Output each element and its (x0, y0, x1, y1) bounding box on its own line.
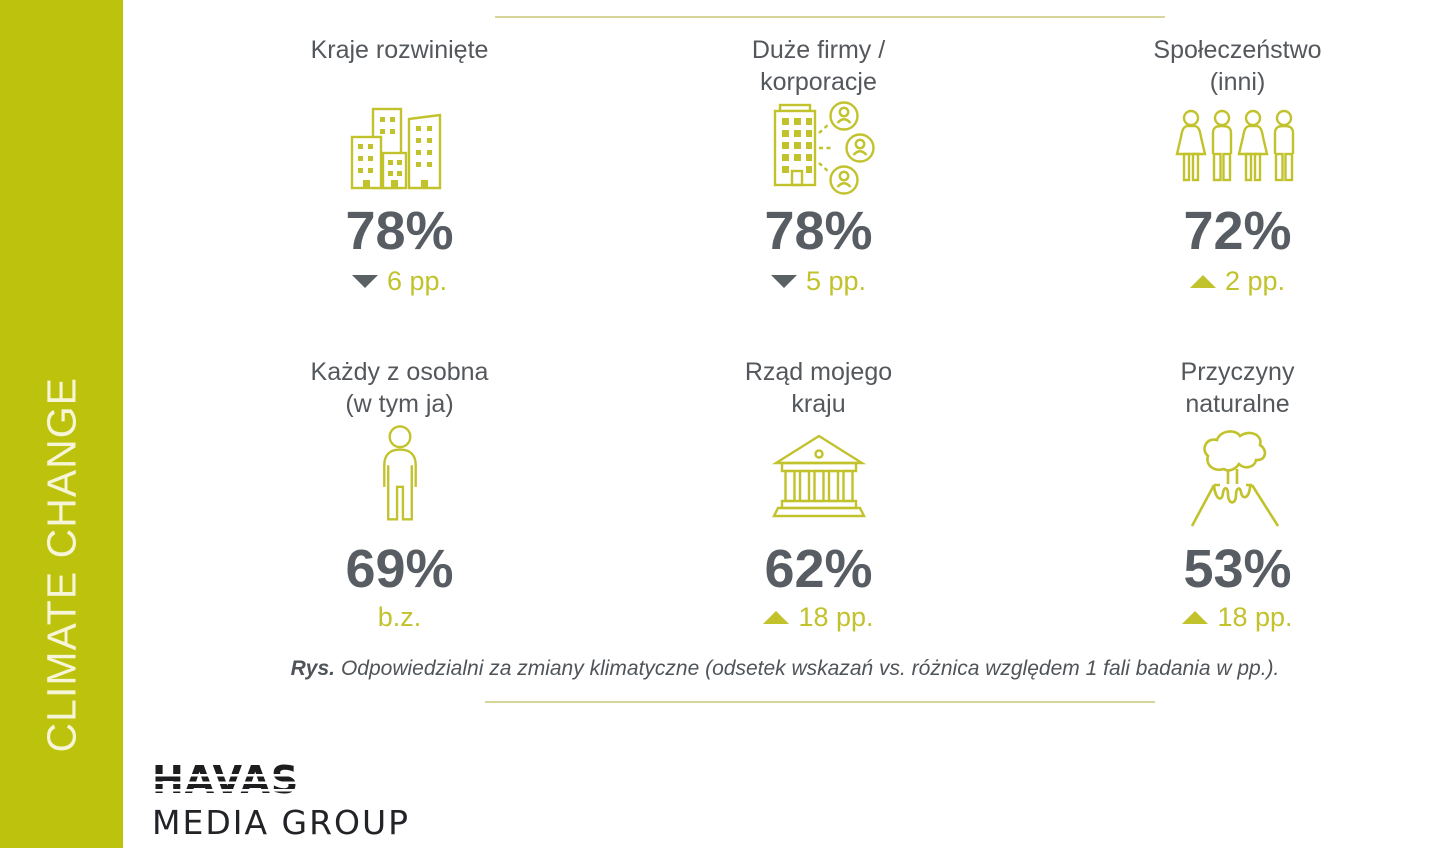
stat-label-line2: (inni) (1209, 68, 1266, 96)
stat-label-line1: Przyczyny (1180, 358, 1295, 386)
corporation-icon (761, 98, 876, 198)
logo-stripe-overlay (150, 769, 302, 795)
bottom-divider-line (485, 701, 1155, 703)
havas-logo-wordmark: HAVAS (150, 760, 302, 800)
stat-value: 78% (764, 201, 873, 261)
sidebar-title: CLIMATE CHANGE (38, 376, 84, 752)
stat-label: Każdy z osobna (w tym ja) (311, 356, 489, 420)
change-indicator: 18 pp. (763, 600, 874, 634)
change-triangle-icon (763, 610, 790, 624)
stat-society: Społeczeństwo (inni) (1028, 34, 1447, 298)
city-buildings-icon (347, 98, 452, 198)
stat-label-line2: korporacje (760, 68, 877, 96)
stat-value: 62% (764, 539, 873, 599)
stat-label-line1: Duże firmy / (751, 36, 886, 64)
stat-label-line1: Każdy z osobna (310, 358, 489, 386)
change-triangle-icon (1182, 610, 1209, 624)
sidebar: CLIMATE CHANGE (0, 0, 123, 848)
stat-label: Duże firmy / korporacje (752, 34, 885, 98)
stat-label: Rząd mojego kraju (745, 356, 892, 420)
person-icon (372, 420, 428, 538)
change-indicator: 2 pp. (1189, 264, 1286, 298)
change-triangle-icon (351, 274, 378, 288)
stat-label-line1: Społeczeństwo (1153, 36, 1322, 64)
change-value: 2 pp. (1224, 265, 1286, 296)
stat-natural-causes: Przyczyny naturalne 53% 18 pp. (1028, 356, 1447, 634)
stat-label-line2: (w tym ja) (345, 390, 454, 418)
change-indicator: b.z. (378, 600, 422, 634)
top-divider-line (495, 16, 1165, 18)
change-value: b.z. (377, 601, 422, 632)
stat-corporations: Duże firmy / korporacje (609, 34, 1028, 298)
change-indicator: 6 pp. (351, 264, 448, 298)
volcano-icon (1184, 420, 1292, 538)
change-value: 5 pp. (805, 265, 867, 296)
stat-label: Społeczeństwo (inni) (1153, 34, 1321, 98)
government-icon (769, 420, 869, 538)
figure-caption: Rys. Odpowiedzialni za zmiany klimatyczne… (123, 657, 1447, 681)
stat-label-line2: kraju (791, 390, 846, 418)
stat-individuals: Każdy z osobna (w tym ja) 69% b.z. (190, 356, 609, 634)
change-value: 6 pp. (386, 265, 448, 296)
caption-text: Odpowiedzialni za zmiany klimatyczne (od… (340, 657, 1280, 680)
stat-row-2: Każdy z osobna (w tym ja) 69% b.z. Rząd … (190, 356, 1447, 634)
society-icon (1174, 98, 1301, 198)
stat-government: Rząd mojego kraju 62% (609, 356, 1028, 634)
stat-developed-countries: Kraje rozwinięte (190, 34, 609, 298)
stat-value: 78% (345, 201, 454, 261)
stat-label: Przyczyny naturalne (1181, 356, 1295, 420)
caption-prefix: Rys. (290, 657, 335, 680)
stat-row-1: Kraje rozwinięte (190, 34, 1447, 298)
change-indicator: 18 pp. (1182, 600, 1293, 634)
stat-label-line2: naturalne (1185, 390, 1290, 418)
change-indicator: 5 pp. (770, 264, 867, 298)
stat-value: 72% (1183, 201, 1292, 261)
stat-label-line1: Rząd mojego (744, 358, 893, 386)
change-value: 18 pp. (798, 601, 874, 632)
havas-media-group-logo: HAVAS MEDIA GROUP (150, 760, 411, 842)
stat-label: Kraje rozwinięte (311, 34, 489, 98)
logo-line2: MEDIA GROUP (152, 803, 411, 842)
stat-value: 69% (345, 539, 454, 599)
change-triangle-icon (1189, 274, 1216, 288)
stat-label-line1: Kraje rozwinięte (310, 36, 489, 64)
stat-value: 53% (1183, 539, 1292, 599)
change-value: 18 pp. (1217, 601, 1293, 632)
change-triangle-icon (770, 274, 797, 288)
